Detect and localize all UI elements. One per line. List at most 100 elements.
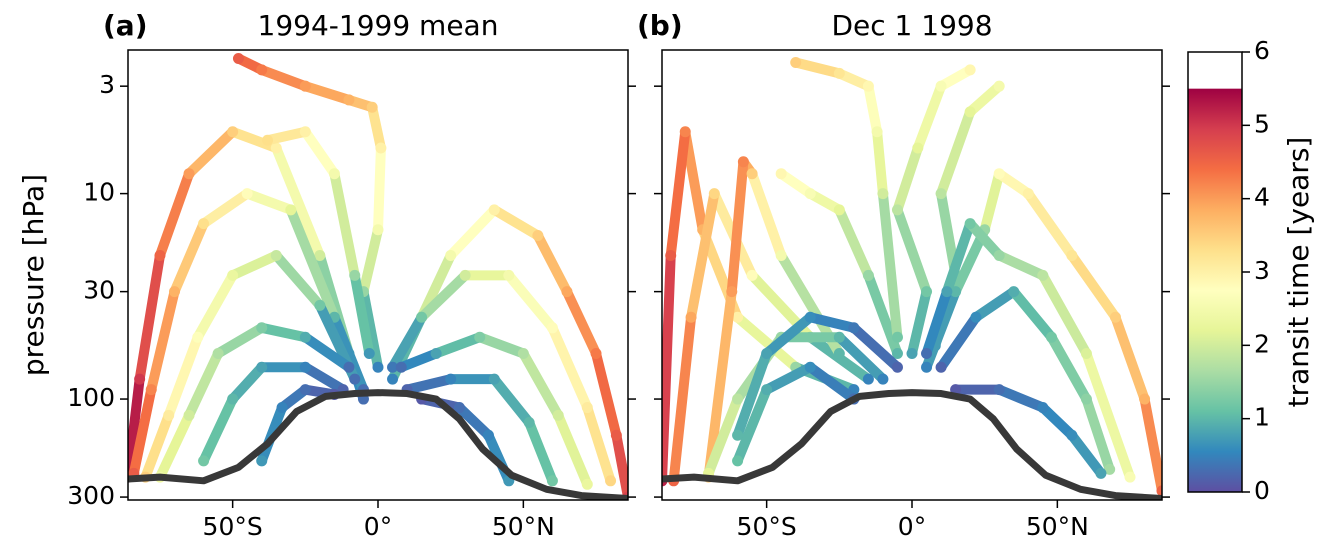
y-tick-label: 3 xyxy=(99,70,115,99)
trajectory-point xyxy=(445,373,457,385)
trajectory-point xyxy=(227,269,239,281)
trajectory-point xyxy=(299,384,311,396)
trajectory-segment xyxy=(163,332,203,421)
trajectory-segment xyxy=(1046,332,1092,405)
trajectory-segment xyxy=(863,81,883,137)
trajectory-segment xyxy=(703,286,737,483)
trajectory-segment xyxy=(198,188,253,229)
trajectory-point xyxy=(198,455,210,467)
trajectory-segment xyxy=(431,332,485,359)
panel-title: 1994-1999 mean xyxy=(258,9,499,42)
x-tick-label: 50°N xyxy=(492,512,555,541)
trajectory-point xyxy=(590,347,602,359)
trajectory-point xyxy=(285,204,297,216)
trajectory-segment xyxy=(154,410,195,483)
trajectory-segment xyxy=(184,126,238,179)
trajectory-point xyxy=(761,347,773,359)
trajectory-point xyxy=(445,249,457,261)
trajectory-point xyxy=(935,188,947,200)
trajectory-segment xyxy=(262,126,311,146)
x-tick-label: 50°S xyxy=(203,512,263,541)
trajectory-point xyxy=(299,331,311,343)
colorbar-tick-label: 5 xyxy=(1254,109,1270,138)
trajectory-point xyxy=(262,134,274,146)
trajectory-point xyxy=(679,126,691,138)
trajectory-point xyxy=(921,286,933,298)
trajectory-point xyxy=(775,249,787,261)
trajectory-segment xyxy=(936,106,976,199)
trajectory-point xyxy=(474,331,486,343)
trajectory-point xyxy=(804,311,816,323)
trajectory-segment xyxy=(445,204,500,261)
trajectory-segment xyxy=(665,126,691,261)
trajectory-point xyxy=(775,168,787,180)
trajectory-segment xyxy=(805,188,845,215)
panel-title: Dec 1 1998 xyxy=(831,9,992,42)
trajectory-point xyxy=(416,311,428,323)
trajectory-point xyxy=(1080,347,1092,359)
trajectory-point xyxy=(610,429,622,441)
trajectory-segment xyxy=(1066,430,1106,479)
x-tick-label: 0° xyxy=(898,512,926,541)
trajectory-point xyxy=(430,347,442,359)
trajectory-point xyxy=(256,322,268,334)
trajectory-point xyxy=(581,478,593,490)
trajectory-point xyxy=(921,347,933,359)
trajectory-point xyxy=(605,475,617,487)
trajectory-point xyxy=(732,393,744,405)
trajectory-segment xyxy=(994,250,1048,281)
trajectory-segment xyxy=(1110,312,1150,405)
trajectory-point xyxy=(375,142,387,154)
trajectory-point xyxy=(343,94,355,106)
trajectory-point xyxy=(1109,311,1121,323)
trajectory-point xyxy=(256,361,268,373)
trajectory-point xyxy=(993,168,1005,180)
tropopause-line xyxy=(128,389,628,500)
trajectory-segment xyxy=(994,384,1048,413)
trajectory-segment xyxy=(128,384,157,479)
trajectory-segment xyxy=(872,126,888,199)
trajectory-point xyxy=(935,80,947,92)
trajectory-point xyxy=(299,80,311,92)
plot-area xyxy=(128,53,628,500)
x-tick-label: 0° xyxy=(364,512,392,541)
trajectory-segment xyxy=(1081,348,1136,483)
trajectory-segment xyxy=(547,322,593,413)
trajectory-point xyxy=(482,429,494,441)
trajectory-point xyxy=(1139,393,1151,405)
trajectory-point xyxy=(546,322,558,334)
trajectory-segment xyxy=(416,270,471,323)
y-axis-label: pressure [hPa] xyxy=(17,174,50,376)
trajectory-segment xyxy=(503,270,558,333)
trajectory-point xyxy=(198,218,210,230)
trajectory-point xyxy=(732,429,744,441)
trajectory-point xyxy=(276,402,288,414)
colorbar-tick-label: 2 xyxy=(1254,329,1270,358)
trajectory-segment xyxy=(965,218,1005,261)
trajectory-segment xyxy=(834,204,874,281)
trajectory-segment xyxy=(300,126,340,179)
trajectory-point xyxy=(708,188,720,200)
trajectory-point xyxy=(395,361,407,373)
trajectory-point xyxy=(891,347,903,359)
trajectory-segment xyxy=(941,218,976,297)
tropopause-line xyxy=(662,389,1162,500)
trajectory-point xyxy=(862,80,874,92)
trajectory-point xyxy=(993,80,1005,92)
trajectory-point xyxy=(363,347,375,359)
trajectory-point xyxy=(372,224,384,236)
trajectory-segment xyxy=(518,348,564,421)
trajectory-point xyxy=(761,384,773,396)
trajectory-segment xyxy=(776,168,816,199)
trajectory-point xyxy=(343,361,355,373)
trajectory-segment xyxy=(285,204,340,323)
trajectory-segment xyxy=(761,362,816,395)
trajectory-point xyxy=(459,269,471,281)
trajectory-segment xyxy=(387,312,427,373)
trajectory-segment xyxy=(747,168,787,261)
trajectory-point xyxy=(964,64,976,76)
trajectory-segment xyxy=(834,332,888,385)
trajectory-segment xyxy=(489,374,535,428)
trajectory-point xyxy=(134,373,146,385)
trajectory-point xyxy=(935,361,947,373)
